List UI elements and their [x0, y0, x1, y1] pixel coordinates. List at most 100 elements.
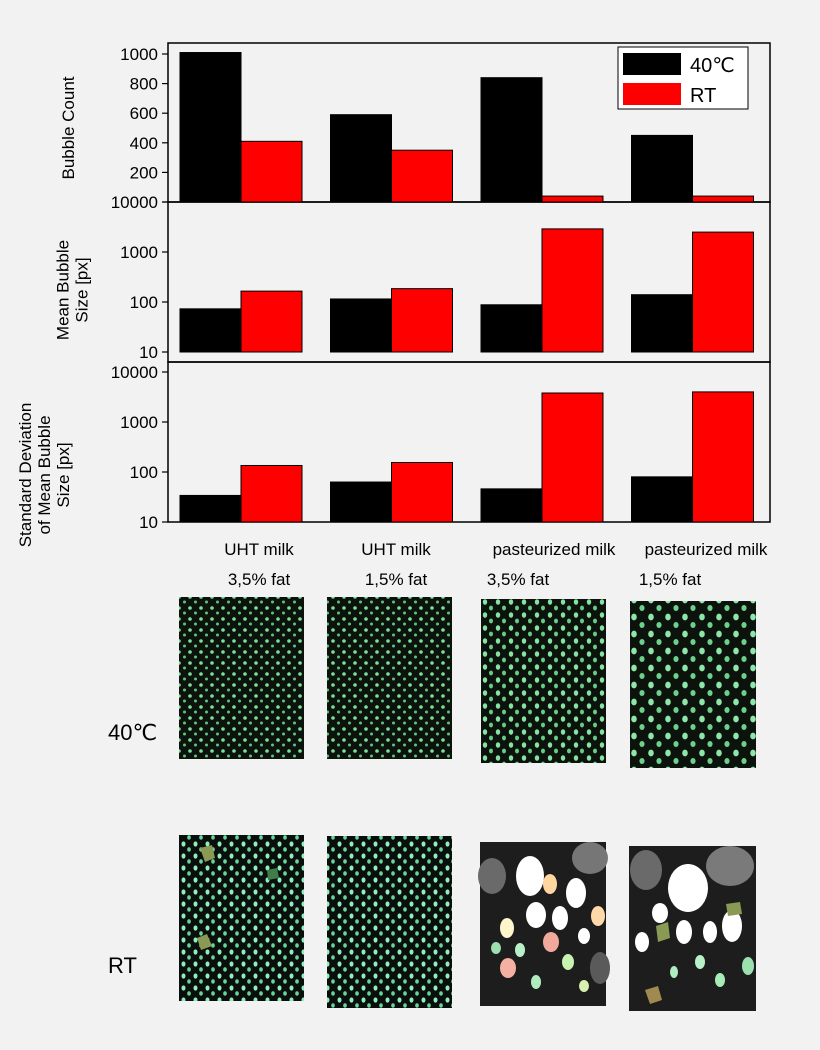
ylabel-line-panel2-1: Mean Bubble: [54, 240, 73, 340]
micrograph-rt-past-15: [629, 846, 756, 1011]
panel-frame-std: [167, 361, 771, 523]
micrograph-40-past-35-dots: [481, 599, 606, 763]
micrograph-rt-uht-35-flake-2: [197, 934, 212, 950]
legend-swatch-rt: [623, 83, 681, 105]
ytick-label-panel1-600: 600: [130, 104, 158, 123]
bar-panel2-rt-cat4: [692, 231, 754, 353]
micrograph-rt-past-15-bubble-9: [715, 973, 725, 987]
bar-panel2-40-cat2: [330, 298, 392, 353]
legend-label-rt: RT: [690, 85, 716, 107]
bar-panel2-rt-cat2: [391, 288, 453, 353]
bars-layer: [179, 52, 754, 523]
micrograph-rt-past-15-gray-2: [706, 846, 754, 886]
micrograph-rt-past-35-bubble-8: [591, 906, 605, 926]
row-label-rt: RT: [108, 953, 137, 978]
ylabel-panel3: Standard Deviation of Mean Bubble Size [px…: [16, 403, 73, 548]
ytick-label-panel1-800: 800: [130, 75, 158, 94]
micrograph-rt-past-35-bubble-15: [491, 942, 501, 954]
ylabel-panel2: Mean Bubble Size [px]: [54, 240, 92, 340]
bar-panel2-rt-cat3: [541, 228, 604, 353]
micrograph-rt-past-15-flake-1: [656, 922, 670, 942]
xlabel-line1-cat3: pasteurized milk: [493, 540, 616, 559]
bar-panel1-40-cat4: [631, 134, 693, 203]
micrograph-rt-past-15-bubble-2: [652, 903, 668, 923]
micrograph-rt-past-35-bubble-3: [526, 902, 546, 928]
micrograph-rt-past-15-bubble-7: [742, 957, 754, 975]
bar-panel3-rt-cat2: [391, 461, 453, 523]
ylabel-panel1: Bubble Count: [59, 76, 78, 179]
bar-panel3-rt-cat3: [541, 392, 604, 523]
bar-panel1-40-cat1: [179, 52, 242, 203]
bar-panel1-rt-cat4: [692, 195, 754, 203]
bar-panel3-40-cat1: [179, 494, 242, 523]
micrograph-rt-past-35-bubble-6: [543, 932, 559, 952]
bar-panel1-rt-cat2: [391, 149, 453, 203]
xlabel-line1-cat4: pasteurized milk: [645, 540, 768, 559]
ytick-label-panel1-1000: 1000: [120, 45, 158, 64]
micrograph-rt-past-35-bubble-12: [562, 954, 574, 970]
micrograph-rt-past-15-bubble-3: [722, 910, 742, 942]
micrograph-rt-past-35-gray-1: [478, 858, 506, 894]
xlabel-line2-cat3: 3,5% fat: [487, 570, 550, 589]
legend-swatch-40: [623, 53, 681, 75]
micrograph-rt-past-15-flake-3: [726, 902, 742, 916]
bar-panel1-40-cat2: [330, 114, 392, 203]
row-label-40: 40℃: [108, 720, 157, 745]
ytick-label-panel1-200: 200: [130, 163, 158, 182]
micrograph-rt-past-15-flake-2: [645, 986, 662, 1004]
bar-panel3-40-cat3: [480, 488, 543, 523]
micrograph-rt-past-15-bubble-8: [695, 955, 705, 969]
bar-panel3-rt-cat4: [692, 391, 754, 523]
ticks-layer: 1000800600400200100001000100101000010001…: [111, 45, 168, 532]
bar-panel3-rt-cat1: [240, 464, 303, 523]
micrograph-rt-past-35-bubble-1: [516, 856, 544, 896]
ytick-label-panel3-10: 10: [139, 513, 158, 532]
xlabel-line1-cat2: UHT milk: [361, 540, 431, 559]
micrograph-rt-past-35-bubble-5: [500, 918, 514, 938]
bar-panel2-40-cat4: [631, 294, 693, 353]
micrograph-rt-past-35-bubble-2: [566, 878, 586, 908]
micrograph-rt-past-15-bubble-10: [670, 966, 678, 978]
micrograph-rt-past-35-bubble-9: [500, 958, 516, 978]
micrograph-rt-past-35-gray-3: [590, 952, 610, 984]
bar-panel1-rt-cat3: [541, 195, 604, 203]
ylabel-line-panel3-3: Size [px]: [54, 442, 73, 507]
micrograph-rt-past-35-bubble-4: [552, 906, 568, 930]
micrograph-grid: [179, 597, 756, 1011]
bar-panel2-40-cat3: [480, 304, 543, 353]
xlabel-line2-cat2: 1,5% fat: [365, 570, 428, 589]
ylabel-line-panel2-2: Size [px]: [73, 257, 92, 322]
micrograph-rt-past-15-bubble-5: [676, 920, 692, 944]
micrograph-rt-past-15-gray-1: [630, 850, 662, 890]
ytick-label-panel2-10000: 10000: [111, 193, 158, 212]
micrograph-rt-uht-15-dots: [327, 836, 452, 1008]
xlabel-line2-cat4: 1,5% fat: [639, 570, 702, 589]
micrograph-40-uht-35-dots: [179, 597, 304, 759]
xlabel-line1-cat1: UHT milk: [224, 540, 294, 559]
ytick-label-panel1-400: 400: [130, 134, 158, 153]
micrograph-rt-uht-35-flake-1: [200, 845, 215, 862]
micrograph-rt-past-15-bubble-1: [668, 864, 708, 912]
micrograph-rt-past-15-bubble-4: [635, 932, 649, 952]
micrograph-40-past-15-dots: [630, 601, 756, 768]
bar-panel3-40-cat4: [631, 476, 693, 523]
micrograph-rt-past-35: [478, 842, 610, 1006]
micrograph-rt-past-35-bubble-7: [543, 874, 557, 894]
micrograph-40-uht-15-dots: [327, 597, 452, 759]
micrograph-rt-uht-35-dots: [179, 835, 304, 1001]
ytick-label-panel3-100: 100: [130, 463, 158, 482]
ytick-label-panel2-1000: 1000: [120, 243, 158, 262]
ylabel-line-panel3-1: Standard Deviation: [16, 403, 35, 548]
ylabel-line-panel3-2: of Mean Bubble: [35, 415, 54, 534]
bar-panel2-40-cat1: [179, 308, 242, 353]
legend-label-40: 40℃: [690, 55, 735, 77]
xlabel-line2-cat1: 3,5% fat: [228, 570, 291, 589]
ytick-label-panel2-10: 10: [139, 343, 158, 362]
ytick-label-panel3-10000: 10000: [111, 363, 158, 382]
legend: 40℃ RT: [617, 46, 749, 110]
micrograph-rt-past-35-gray-2: [572, 842, 608, 874]
micrograph-rt-past-35-bubble-11: [515, 943, 525, 957]
micrograph-rt-past-35-bubble-14: [579, 980, 589, 992]
micrograph-rt-uht-35-flake-3: [267, 868, 279, 880]
